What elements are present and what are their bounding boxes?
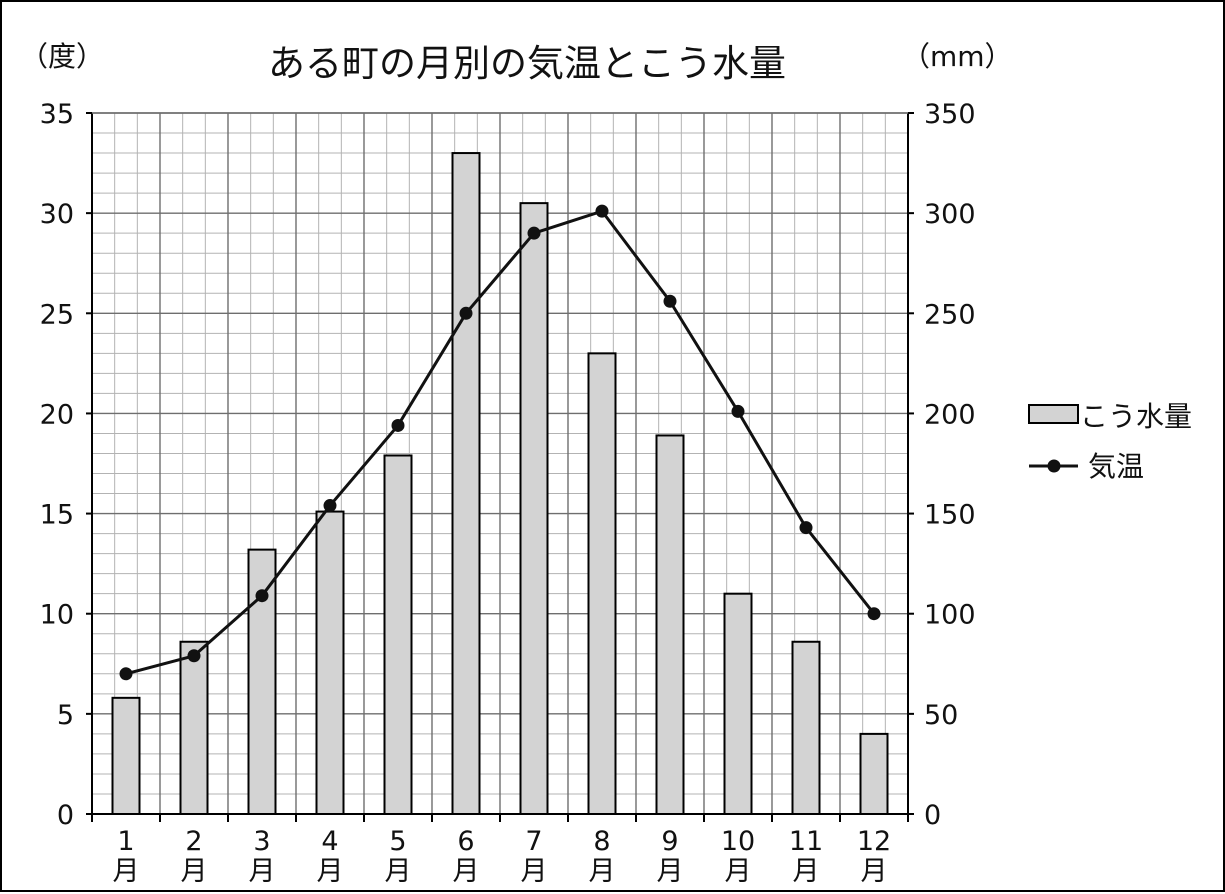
bar-5	[383, 454, 413, 815]
x-tick-label-number: 9	[661, 826, 678, 857]
axes	[86, 112, 914, 822]
x-tick-label-suffix: 月	[521, 856, 548, 887]
x-tick-label-number: 12	[857, 826, 891, 857]
y-left-tick-label: 20	[40, 399, 74, 430]
bar-2	[179, 640, 209, 815]
x-tick-label-number: 1	[117, 826, 134, 857]
bar-9	[655, 434, 685, 815]
temperature-point-1	[119, 667, 133, 681]
x-tick-label-suffix: 月	[793, 856, 820, 887]
y-left-tick-label: 25	[40, 299, 74, 330]
temperature-point-12	[867, 607, 881, 621]
temperature-point-10	[731, 404, 745, 418]
x-tick-label-suffix: 月	[249, 856, 276, 887]
y-left-tick-label: 0	[57, 800, 74, 831]
legend-bar-label: こう水量	[1080, 400, 1192, 433]
bar-6	[451, 152, 481, 816]
x-tick-label-number: 6	[457, 826, 474, 857]
x-tick-label-number: 10	[721, 826, 755, 857]
y-left-unit: （度）	[20, 40, 104, 73]
x-tick-label-suffix: 月	[453, 856, 480, 887]
temperature-line	[125, 209, 876, 676]
y-right-tick-label: 0	[924, 800, 941, 831]
y-right-tick-label: 200	[924, 399, 976, 430]
temperature-point-3	[255, 589, 269, 603]
line-series	[119, 204, 881, 681]
bar-4	[315, 510, 345, 815]
temperature-point-8	[595, 204, 609, 218]
y-right-tick-label: 350	[924, 99, 976, 130]
grid-major	[92, 112, 908, 814]
x-tick-label-number: 2	[185, 826, 202, 857]
y-left-tick-label: 35	[40, 99, 74, 130]
bar-10	[723, 592, 753, 816]
y-right-tick-label: 100	[924, 600, 976, 631]
x-tick-label-suffix: 月	[589, 856, 616, 887]
temperature-point-11	[799, 521, 813, 535]
y-left-tick-label: 5	[57, 700, 74, 731]
bars	[111, 152, 889, 816]
bar-8	[587, 352, 617, 815]
bar-12	[859, 732, 889, 816]
x-tick-label-number: 4	[321, 826, 338, 857]
x-tick-label-suffix: 月	[725, 856, 752, 887]
y-right-unit: （mm）	[902, 40, 1013, 73]
y-right-tick-label: 150	[924, 500, 976, 531]
temperature-point-7	[527, 226, 541, 240]
legend: こう水量 気温	[1028, 400, 1192, 483]
x-tick-label-number: 5	[389, 826, 406, 857]
temperature-point-6	[459, 306, 473, 320]
y-left-tick-label: 30	[40, 199, 74, 230]
x-tick-label-suffix: 月	[181, 856, 208, 887]
x-tick-label-suffix: 月	[317, 856, 344, 887]
bar-11	[791, 640, 821, 815]
x-tick-label-suffix: 月	[385, 856, 412, 887]
chart-title: ある町の月別の気温とこう水量	[268, 42, 786, 85]
x-tick-label-suffix: 月	[657, 856, 684, 887]
y-left-tick-label: 15	[40, 500, 74, 531]
x-tick-label-number: 11	[789, 826, 823, 857]
legend-bar-swatch	[1028, 404, 1079, 424]
temperature-point-2	[187, 649, 201, 663]
legend-line-label: 気温	[1088, 450, 1144, 483]
y-left-tick-label: 10	[40, 600, 74, 631]
legend-line-marker	[1047, 459, 1061, 473]
bar-1	[111, 696, 141, 815]
y-right-tick-label: 250	[924, 299, 976, 330]
y-right-tick-label: 50	[924, 700, 958, 731]
bar-7	[519, 202, 549, 815]
x-tick-label-suffix: 月	[113, 856, 140, 887]
temperature-point-5	[391, 418, 405, 432]
labels: ある町の月別の気温とこう水量 （度） （mm） 0510152025303505…	[20, 40, 1013, 887]
x-tick-label-suffix: 月	[861, 856, 888, 887]
y-right-tick-label: 300	[924, 199, 976, 230]
x-tick-label-number: 3	[253, 826, 270, 857]
temperature-point-4	[323, 499, 337, 513]
temperature-point-9	[663, 294, 677, 308]
x-tick-label-number: 8	[593, 826, 610, 857]
x-tick-label-number: 7	[525, 826, 542, 857]
